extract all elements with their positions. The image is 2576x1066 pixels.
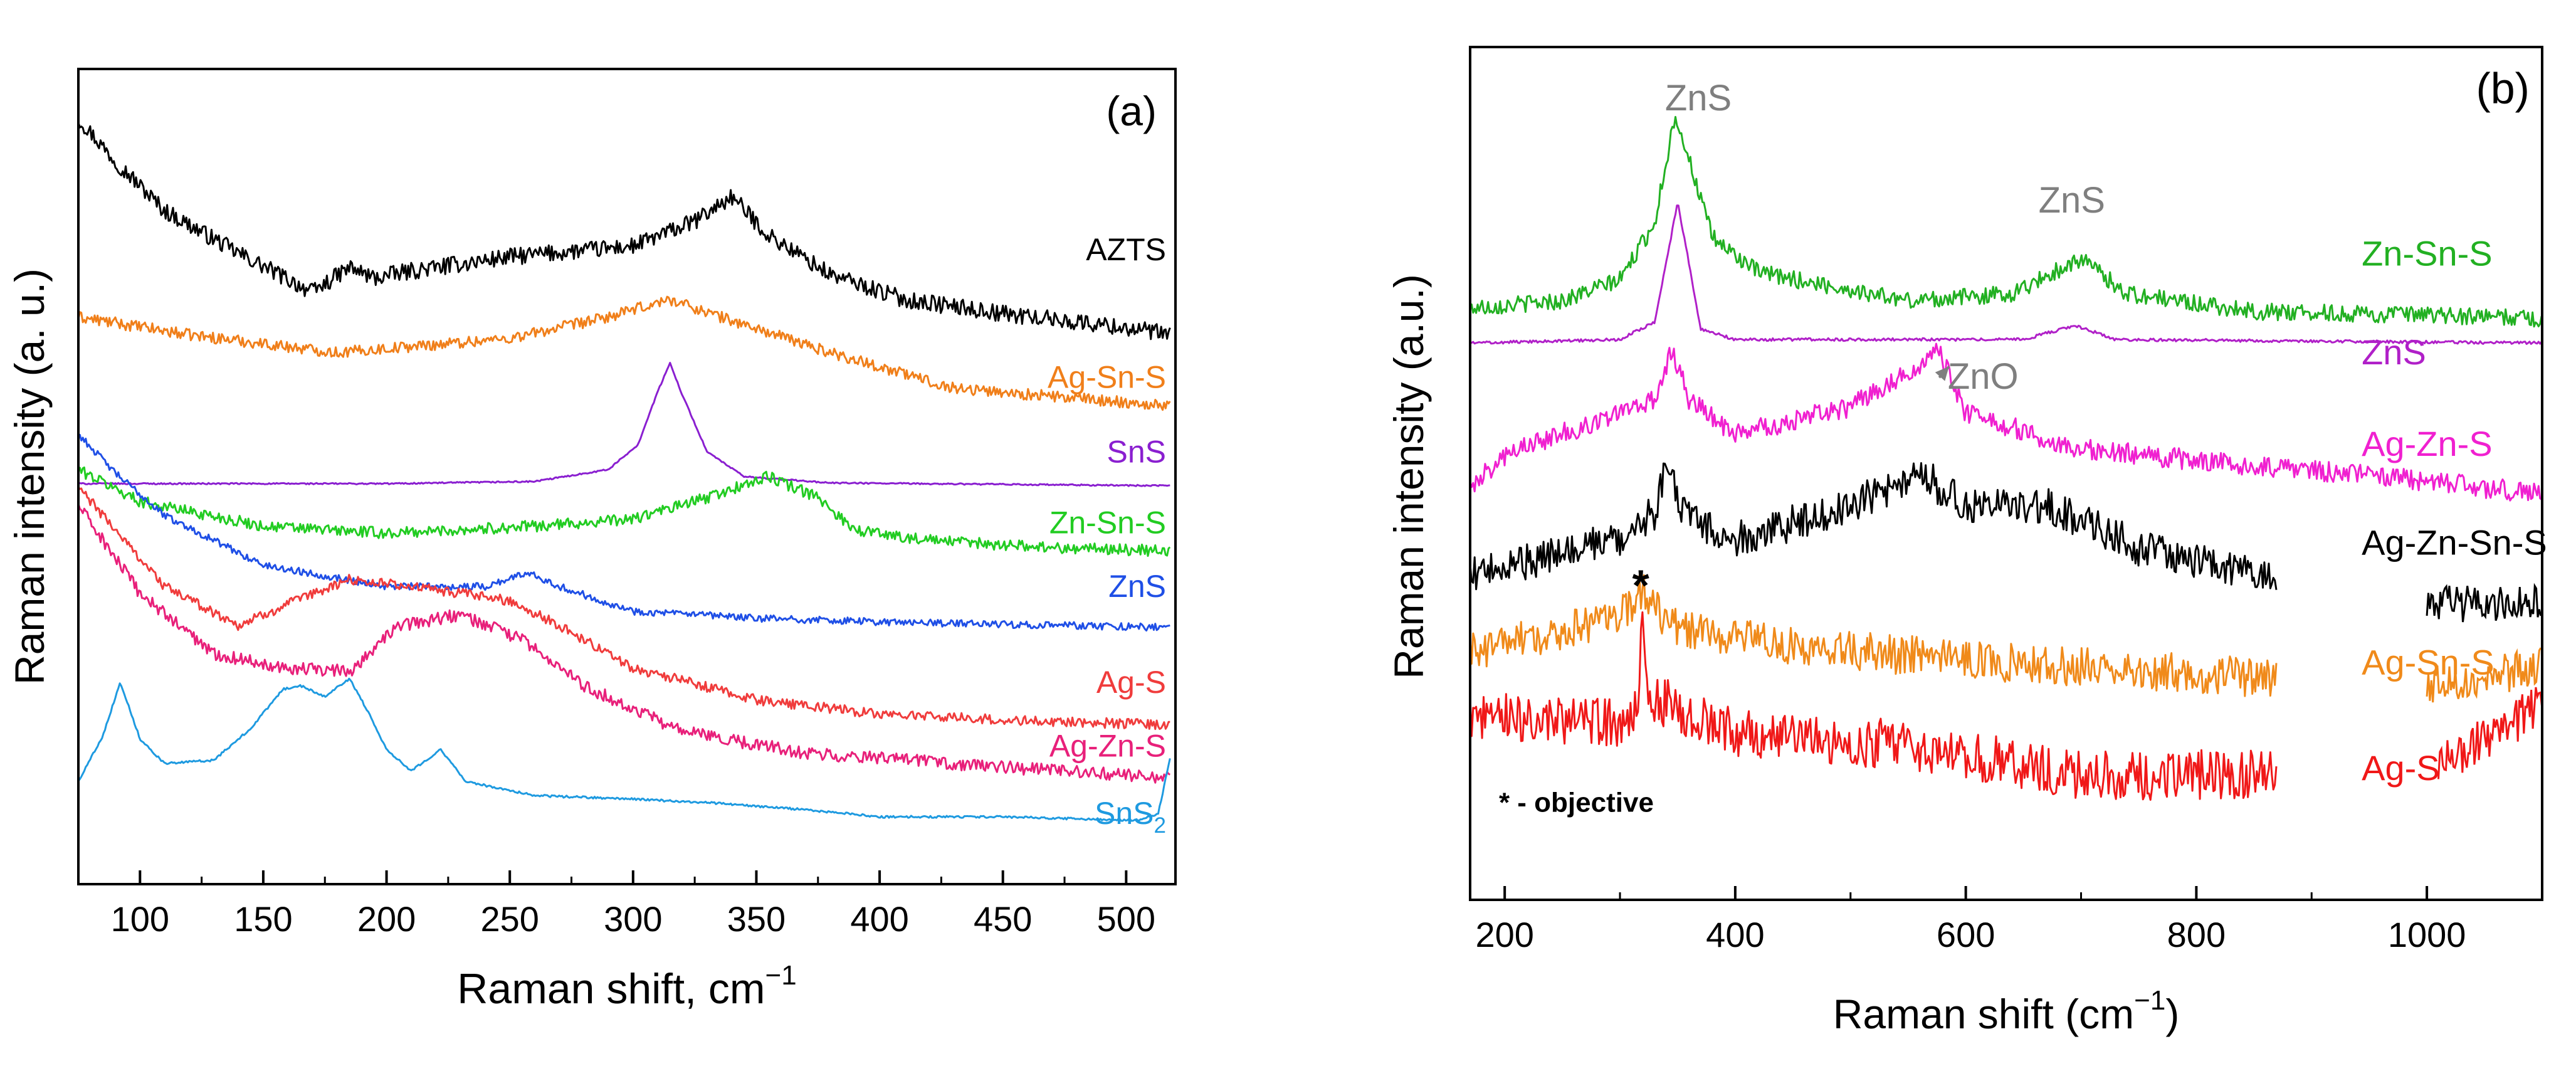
panel-b-series-labels: Zn-Sn-S ZnS Ag-Zn-S Ag-Zn-Sn-S Ag-Sn-S Ag-S [2362, 233, 2547, 787]
panel-b-x-axis-title-end: ) [2165, 991, 2179, 1037]
panel-a-x-axis-title: Raman shift, cm−1 [457, 960, 796, 1013]
panel-b-series-ag-zn-sn-s [1469, 462, 2278, 591]
panel-a-series-zn-sn-s [77, 466, 1171, 557]
panel-b-x-tick-label: 1000 [2388, 915, 2466, 954]
panel-a-x-tick-label: 350 [727, 899, 786, 939]
panel-b-x-axis-title-text: Raman shift (cm [1833, 991, 2134, 1037]
panel-b-label-ag-zn-sn-s: Ag-Zn-Sn-S [2362, 522, 2547, 562]
panel-b-series-zn-sn-s [1469, 115, 2543, 328]
panel-a-series-ag-s [77, 486, 1170, 731]
panel-b-series-ag-sn-s [1469, 574, 2278, 697]
panel-a-series-labels: AZTS Ag-Sn-S SnS Zn-Sn-S ZnS Ag-S Ag-Zn-S SnS2 [1048, 232, 1166, 838]
panel-a-x-tick-label: 250 [480, 899, 539, 939]
panel-b-annotation-zno-2: ZnO [1948, 356, 2019, 397]
panel-b-annotation-zns-0: ZnS [1665, 78, 1732, 119]
panel-a-series-group [77, 122, 1171, 822]
panel-b-y-axis-title: Raman intensity (a.u.) [1385, 274, 1432, 679]
panel-a-label-ag-sn-s: Ag-Sn-S [1048, 360, 1166, 395]
panel-b-label: (b) [2476, 64, 2530, 113]
panel-a-series-ag-sn-s [77, 295, 1171, 411]
panel-b-series-tail-ag-sn-s [2426, 647, 2542, 703]
panel-b-label-zns: ZnS [2362, 332, 2426, 372]
panel-a-label-zn-sn-s: Zn-Sn-S [1049, 505, 1166, 540]
panel-b-label-ag-s: Ag-S [2362, 748, 2440, 788]
panel-b-x-axis-title-sup: −1 [2134, 985, 2165, 1016]
panel-a-plot-frame [77, 68, 1177, 885]
panel-a-x-tick-label: 400 [850, 899, 908, 939]
panel-a-y-axis-title: Raman intensity (a. u.) [6, 268, 53, 685]
panel-b-x-tick-label: 800 [2167, 915, 2226, 954]
panel-a-x-tick-label: 450 [974, 899, 1032, 939]
panel-b-series-group [1469, 115, 2543, 801]
panel-a-x-tick-label: 300 [604, 899, 662, 939]
panel-b-series-ag-s [1469, 611, 2278, 801]
panel-a-series-azts [77, 122, 1171, 340]
panel-a-series-zns [78, 433, 1170, 632]
panel-b-series-tail-ag-s [2437, 687, 2543, 779]
panel-b-label-ag-sn-s: Ag-Sn-S [2362, 642, 2495, 682]
panel-a-x-ticks: 100 150 200 250 300 350 400 450 500 [77, 870, 1155, 939]
panel-b-annotation-zns-1: ZnS [2039, 180, 2105, 221]
panel-b-series-ag-zn-s [1469, 342, 2542, 502]
panel-b-zno-arrowhead [1935, 366, 1949, 381]
panel-a-x-tick-label: 100 [111, 899, 169, 939]
panel-a-series-ag-zn-s [77, 504, 1170, 784]
panel-a-x-tick-label: 200 [357, 899, 416, 939]
panel-a-label-sns: SnS [1107, 434, 1166, 469]
panel-a-x-axis-title-text: Raman shift, cm [457, 965, 765, 1013]
panel-a-x-tick-label: 500 [1097, 899, 1155, 939]
panel-b-series-tail-ag-zn-sn-s [2426, 583, 2542, 623]
panel-a-series-sns2 [77, 677, 1171, 822]
panel-b-x-tick-label: 600 [1937, 915, 1995, 954]
panel-b-plot-frame [1469, 46, 2543, 901]
panel-b-label-ag-zn-s: Ag-Zn-S [2362, 424, 2493, 463]
panel-a-chart: 100 150 200 250 300 350 400 450 500 AZTS Ag-Sn-S S… [6, 68, 1177, 1013]
panel-b-label-zn-sn-s: Zn-Sn-S [2362, 233, 2493, 273]
panel-b-series-zns [1469, 204, 2543, 345]
panel-b-annotation-objective-note: * - objective [1499, 788, 1654, 818]
panel-b-x-ticks: 200 400 600 800 1000 [1475, 886, 2543, 954]
panel-a-label-azts: AZTS [1086, 232, 1166, 267]
panel-b-x-axis-title: Raman shift (cm−1) [1833, 985, 2180, 1037]
panel-a-label-ag-zn-s: Ag-Zn-S [1049, 729, 1166, 764]
panel-a-label: (a) [1106, 88, 1157, 134]
panel-b-x-tick-label: 200 [1475, 915, 1533, 954]
panel-a-x-axis-title-sup: −1 [765, 960, 797, 991]
panel-a-label-ag-s: Ag-S [1096, 665, 1166, 700]
panel-b-annotation-asterisk: * [1632, 561, 1650, 610]
panel-b-x-tick-label: 400 [1706, 915, 1764, 954]
panel-a-label-sns2: SnS2 [1095, 796, 1166, 838]
panel-a-x-tick-label: 150 [234, 899, 292, 939]
panel-a-label-zns: ZnS [1108, 569, 1166, 604]
panel-b-chart: 200 400 600 800 1000 Zn-Sn-S ZnS Ag-Zn-S Ag-Zn-… [1385, 46, 2547, 1037]
panel-b-annotations: ZnS ZnS ZnO * * - objective [1499, 78, 2105, 818]
panel-a-series-sns [78, 362, 1170, 487]
